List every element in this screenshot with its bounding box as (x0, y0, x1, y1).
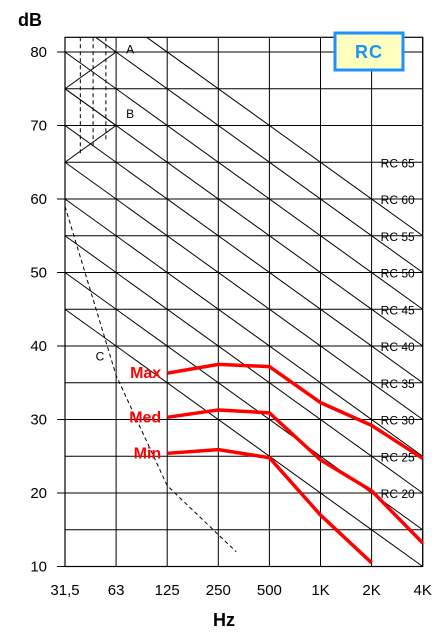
series-label-min: Min (134, 445, 162, 462)
rc-label-60: RC 60 (381, 193, 415, 207)
y-tick-60: 60 (30, 191, 47, 208)
region-lines: A B C (64, 37, 237, 553)
x-tick-7: 4K (414, 582, 432, 599)
rc-line-65 (146, 36, 423, 237)
series-med (166, 408, 424, 545)
rc-label-65: RC 65 (381, 156, 415, 170)
labels: Max Med Min (129, 365, 161, 462)
y-tick-10: 10 (30, 559, 47, 576)
x-tick-3: 250 (206, 582, 231, 599)
x-tick-2: 125 (155, 582, 180, 599)
rc-line-45 (64, 125, 423, 384)
rc-label-50: RC 50 (381, 267, 415, 281)
rc-line-60 (95, 36, 423, 273)
rc-label-30: RC 30 (381, 414, 415, 428)
region-a-line (64, 51, 117, 90)
y-tick-80: 80 (30, 44, 47, 61)
region-c-line (64, 206, 237, 553)
rc-line-20 (64, 308, 423, 567)
region-label-c: C (96, 350, 105, 364)
x-axis-label: Hz (213, 610, 235, 630)
rc-label-55: RC 55 (381, 230, 415, 244)
x-tick-4: 500 (257, 582, 282, 599)
plot-frame (64, 36, 424, 568)
y-tick-30: 30 (30, 412, 47, 429)
rc-badge-text: RC (355, 42, 383, 62)
rc-badge: RC (333, 31, 405, 72)
series-lines (166, 362, 424, 565)
series-label-med: Med (129, 409, 161, 426)
y-tick-20: 20 (30, 485, 47, 502)
rc-label-25: RC 25 (381, 450, 415, 464)
rc-label-35: RC 35 (381, 377, 415, 391)
rc-label-20: RC 20 (381, 487, 415, 501)
series-label-max: Max (130, 365, 161, 382)
y-tick-50: 50 (30, 265, 47, 282)
rc-line-40 (64, 161, 423, 420)
series-max (166, 362, 424, 460)
y-axis-label: dB (18, 10, 42, 30)
rc-label-45: RC 45 (381, 303, 415, 317)
rc-line-50 (64, 88, 423, 347)
series-min (167, 447, 373, 565)
y-tick-40: 40 (30, 338, 47, 355)
region-label-b: B (126, 107, 134, 121)
rc-label-40: RC 40 (381, 340, 415, 354)
rc-curves: RC 65 RC 60 RC 55 RC 50 RC 45 RC 40 RC 35 RC 30… (64, 36, 423, 567)
rc-line-35 (64, 198, 423, 457)
x-tick-1: 63 (108, 582, 125, 599)
x-tick-5: 1K (311, 582, 329, 599)
x-tick-6: 2K (362, 582, 380, 599)
rc-line-55 (64, 51, 423, 310)
x-tick-0: 31,5 (50, 582, 79, 599)
region-label-a: A (126, 42, 134, 56)
region-b-line (64, 88, 117, 126)
y-tick-70: 70 (30, 118, 47, 135)
region-b-line-2 (64, 125, 117, 163)
